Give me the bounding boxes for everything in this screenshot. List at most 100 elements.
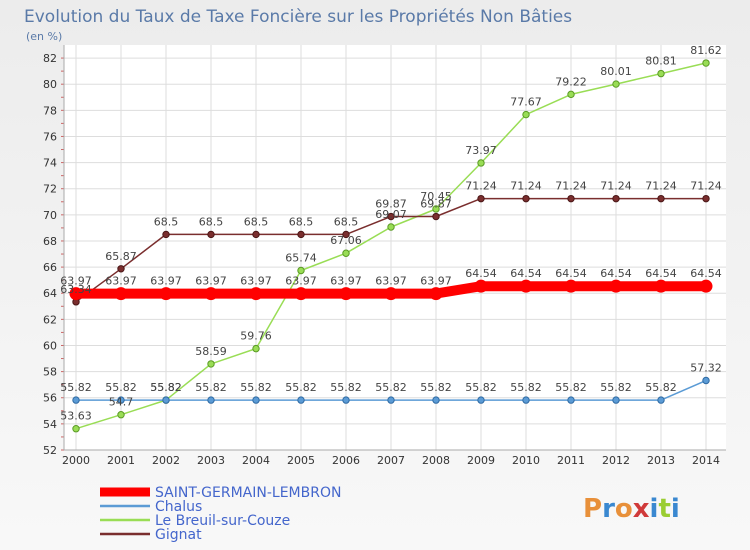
data-point bbox=[72, 396, 80, 404]
data-label: 81.62 bbox=[690, 44, 722, 57]
data-point bbox=[699, 279, 713, 293]
data-label: 77.67 bbox=[510, 96, 542, 109]
data-label: 71.24 bbox=[600, 180, 632, 193]
legend-label: Chalus bbox=[155, 499, 202, 515]
data-point bbox=[609, 279, 623, 293]
data-label: 55.82 bbox=[330, 381, 362, 394]
data-point bbox=[162, 396, 170, 404]
data-point bbox=[432, 205, 440, 213]
data-label: 68.5 bbox=[154, 215, 179, 228]
legend-label: Gignat bbox=[155, 527, 202, 543]
x-tick-label: 2004 bbox=[242, 454, 270, 467]
data-label: 64.54 bbox=[690, 267, 722, 280]
data-point bbox=[207, 396, 215, 404]
data-label: 69.87 bbox=[420, 198, 452, 211]
data-label: 71.24 bbox=[690, 180, 722, 193]
data-label: 63.97 bbox=[240, 275, 272, 288]
data-label: 68.5 bbox=[289, 215, 314, 228]
x-tick-label: 2005 bbox=[287, 454, 315, 467]
y-tick-label: 64 bbox=[43, 287, 57, 300]
x-tick-label: 2003 bbox=[197, 454, 225, 467]
data-label: 64.54 bbox=[645, 267, 677, 280]
data-label: 63.97 bbox=[330, 275, 362, 288]
data-label: 69.87 bbox=[375, 198, 407, 211]
data-point bbox=[387, 223, 395, 231]
data-point bbox=[432, 396, 440, 404]
data-label: 55.82 bbox=[375, 381, 407, 394]
data-point bbox=[657, 396, 665, 404]
data-point bbox=[252, 396, 260, 404]
data-point bbox=[612, 194, 620, 203]
data-point bbox=[297, 396, 305, 404]
data-label: 68.5 bbox=[334, 215, 359, 228]
data-point bbox=[612, 80, 620, 88]
data-label: 71.24 bbox=[465, 180, 497, 193]
data-label: 64.54 bbox=[600, 267, 632, 280]
data-label: 63.97 bbox=[420, 275, 452, 288]
data-label: 63.97 bbox=[150, 275, 182, 288]
data-point bbox=[342, 230, 350, 239]
x-tick-label: 2002 bbox=[152, 454, 180, 467]
y-tick-label: 66 bbox=[43, 261, 57, 274]
data-point bbox=[159, 287, 173, 301]
data-point bbox=[567, 194, 575, 203]
data-point bbox=[204, 287, 218, 301]
data-point bbox=[522, 110, 530, 119]
data-label: 65.74 bbox=[285, 251, 317, 264]
data-point bbox=[567, 90, 575, 99]
data-label: 73.97 bbox=[465, 144, 497, 157]
data-label: 63.97 bbox=[195, 275, 227, 288]
x-tick-label: 2012 bbox=[602, 454, 630, 467]
x-tick-label: 2009 bbox=[467, 454, 495, 467]
data-point bbox=[252, 344, 260, 353]
y-axis-unit-label: (en %) bbox=[26, 30, 62, 43]
x-tick-label: 2001 bbox=[107, 454, 135, 467]
data-label: 55.82 bbox=[150, 381, 182, 394]
legend-label: SAINT-GERMAIN-LEMBRON bbox=[155, 485, 341, 501]
data-point bbox=[117, 396, 125, 404]
data-label: 63.97 bbox=[60, 275, 92, 288]
watermark-logo: Proxiti bbox=[583, 494, 680, 524]
data-point bbox=[69, 287, 83, 301]
data-label: 57.32 bbox=[690, 361, 722, 374]
x-tick-label: 2008 bbox=[422, 454, 450, 467]
data-label: 55.82 bbox=[465, 381, 497, 394]
y-tick-label: 78 bbox=[43, 104, 57, 117]
data-point bbox=[657, 194, 665, 203]
data-label: 68.5 bbox=[244, 215, 269, 228]
y-tick-label: 70 bbox=[43, 209, 57, 222]
data-label: 67.06 bbox=[330, 234, 362, 247]
data-point bbox=[702, 59, 710, 67]
chart-title: Evolution du Taux de Taxe Foncière sur l… bbox=[24, 7, 572, 27]
data-label: 71.24 bbox=[510, 180, 542, 193]
data-point bbox=[564, 279, 578, 293]
x-tick-label: 2006 bbox=[332, 454, 360, 467]
data-label: 55.82 bbox=[240, 381, 272, 394]
data-label: 64.54 bbox=[555, 267, 587, 280]
y-tick-label: 74 bbox=[43, 157, 57, 170]
data-label: 70.45 bbox=[420, 190, 452, 203]
data-label: 63.97 bbox=[105, 275, 137, 288]
data-point bbox=[297, 230, 305, 239]
x-tick-label: 2011 bbox=[557, 454, 585, 467]
data-point bbox=[339, 287, 353, 301]
data-point bbox=[117, 265, 125, 273]
data-point bbox=[117, 411, 125, 419]
data-label: 53.63 bbox=[60, 410, 92, 423]
data-label: 55.82 bbox=[285, 381, 317, 394]
data-label: 55.82 bbox=[420, 381, 452, 394]
data-point bbox=[477, 159, 485, 167]
y-tick-label: 76 bbox=[43, 130, 57, 143]
data-point bbox=[387, 396, 395, 404]
y-tick-label: 80 bbox=[43, 78, 57, 91]
data-point bbox=[162, 230, 170, 239]
data-label: 68.5 bbox=[199, 215, 224, 228]
y-tick-label: 56 bbox=[43, 392, 57, 405]
y-tick-label: 72 bbox=[43, 183, 57, 196]
data-point bbox=[342, 249, 350, 257]
data-label: 55.82 bbox=[555, 381, 587, 394]
x-tick-label: 2000 bbox=[62, 454, 90, 467]
data-point bbox=[477, 396, 485, 404]
data-label: 80.01 bbox=[600, 65, 632, 78]
data-label: 55.82 bbox=[645, 381, 677, 394]
